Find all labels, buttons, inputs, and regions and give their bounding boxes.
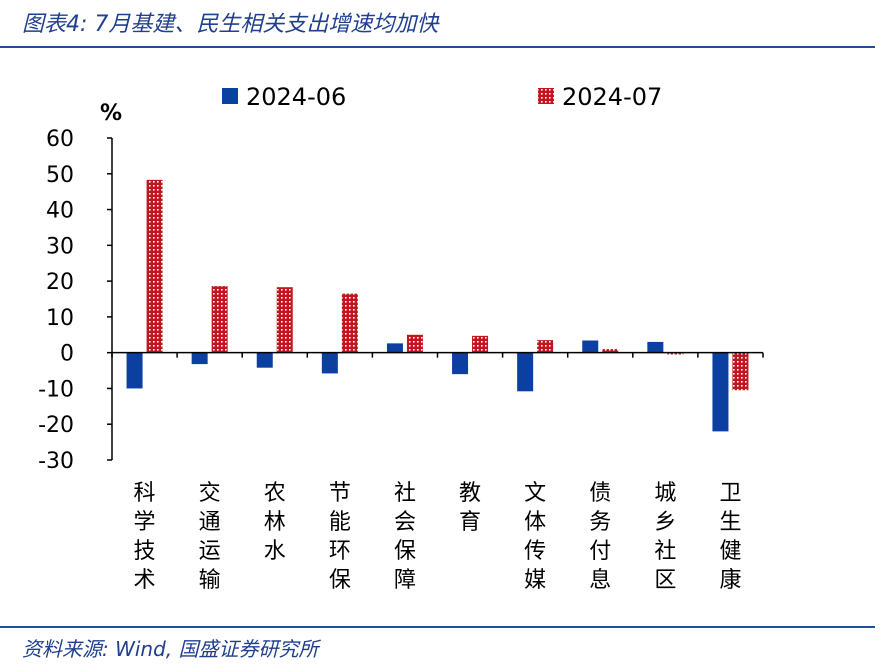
y-tick-label: 0 [60,342,74,367]
bar-2024-06-节能环保 [321,352,338,374]
bar-2024-07-卫生健康 [732,352,749,391]
y-tick-label: 10 [46,306,74,331]
x-category-label: 城乡社区 [654,481,676,593]
bar-2024-07-农林水 [276,287,293,353]
x-category-label: 农林水 [264,481,286,564]
bar-2024-06-科学技术 [126,352,143,389]
y-tick-label: 60 [46,127,74,152]
bar-2024-06-交通运输 [191,352,208,365]
y-tick-label: -10 [38,377,74,402]
bar-2024-06-卫生健康 [712,352,729,432]
bar-2024-06-城乡社区 [647,341,664,353]
source-note: 资料来源: Wind, 国盛证券研究所 [22,637,319,661]
y-tick-label: -20 [38,413,74,438]
chart-title: 图表4: 7月基建、民生相关支出增速均加快 [22,12,439,37]
title-divider [0,46,875,48]
bar-2024-07-城乡社区 [667,352,684,355]
bar-2024-07-节能环保 [341,293,358,353]
x-category-label: 卫生健康 [719,481,741,593]
bar-2024-06-教育 [452,352,469,375]
bar-2024-07-债务付息 [602,349,619,353]
x-category-label: 债务付息 [589,481,611,593]
y-tick-label: 30 [46,234,74,259]
bar-2024-06-债务付息 [582,340,599,353]
bar-2024-07-社会保障 [406,334,423,353]
y-tick-label: -30 [38,449,74,474]
legend-swatch-2024-07 [538,88,554,104]
x-category-label: 科学技术 [134,481,156,593]
x-category-label: 交通运输 [199,481,221,593]
source-divider [0,626,875,628]
bar-2024-07-交通运输 [211,286,228,353]
x-category-label: 教育 [459,481,481,535]
bar-2024-07-科学技术 [146,179,163,353]
x-category-label: 文体传媒 [524,481,546,593]
bar-2024-07-教育 [472,335,489,353]
y-tick-label: 20 [46,270,74,295]
bar-2024-06-社会保障 [386,343,403,353]
bar-2024-07-文体传媒 [537,340,554,353]
y-axis-unit-label: % [100,101,122,126]
x-category-label: 社会保障 [394,481,416,593]
bar-2024-06-文体传媒 [517,352,534,392]
bar-2024-06-农林水 [256,352,273,368]
y-tick-label: 50 [46,163,74,188]
y-tick-label: 40 [46,199,74,224]
legend-label-2024-06: 2024-06 [246,83,346,111]
x-category-label: 节能环保 [329,481,351,593]
legend-label-2024-07: 2024-07 [562,83,662,111]
legend-swatch-2024-06 [222,88,238,104]
